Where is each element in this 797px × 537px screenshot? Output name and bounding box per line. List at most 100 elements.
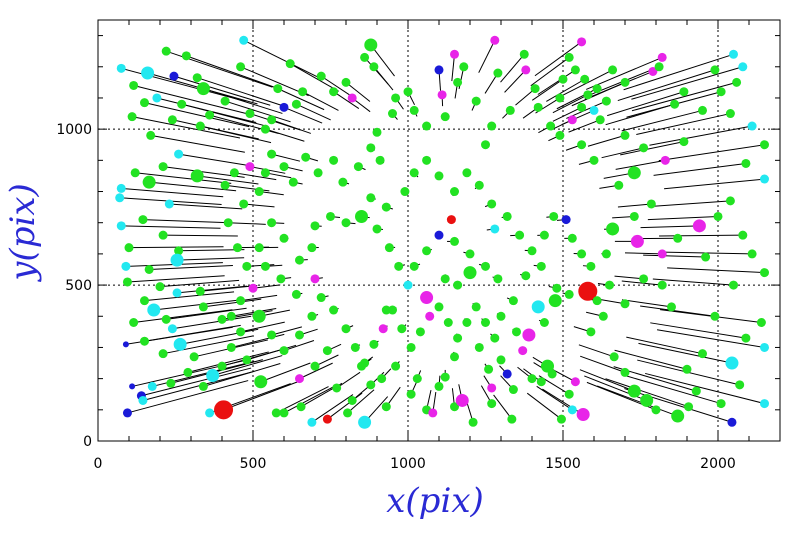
data-point	[310, 361, 320, 371]
data-point	[725, 356, 739, 370]
data-point	[601, 249, 611, 259]
data-point	[465, 249, 475, 259]
data-point	[384, 243, 394, 253]
data-point	[521, 65, 531, 75]
vector-line	[135, 172, 232, 184]
data-point	[161, 46, 171, 56]
data-point	[640, 393, 654, 407]
vector-line	[552, 94, 589, 114]
data-point	[152, 93, 162, 103]
data-point	[220, 180, 230, 190]
data-point	[533, 102, 543, 112]
data-point	[307, 243, 317, 253]
vector-line	[142, 219, 230, 224]
data-point	[217, 361, 227, 371]
data-point	[701, 252, 711, 262]
data-point	[648, 66, 658, 76]
vector-line	[586, 56, 663, 90]
data-point	[716, 399, 726, 409]
data-point	[167, 115, 177, 125]
data-point	[245, 162, 255, 172]
data-point	[130, 168, 140, 178]
data-point	[144, 264, 154, 274]
data-point	[177, 99, 187, 109]
data-point	[236, 62, 246, 72]
vector-line	[246, 344, 297, 361]
data-point	[450, 352, 459, 362]
vector-line	[302, 91, 339, 111]
vector-line	[163, 335, 253, 355]
vector-line	[271, 153, 301, 162]
data-point	[474, 342, 484, 352]
data-point	[481, 261, 490, 271]
data-point	[129, 80, 139, 90]
x-tick-label: 2000	[700, 456, 736, 472]
vector-line	[656, 329, 765, 348]
vector-line	[571, 81, 626, 107]
data-point	[129, 383, 136, 390]
data-point	[425, 311, 435, 321]
data-point	[173, 337, 187, 351]
data-point	[577, 102, 587, 112]
vector-line	[621, 299, 672, 308]
data-point	[428, 408, 438, 418]
x-axis-title: x(pix)	[386, 481, 484, 521]
data-point	[254, 243, 264, 253]
vector-line	[347, 389, 375, 414]
data-point	[198, 381, 208, 391]
data-point	[576, 407, 590, 421]
data-point	[487, 121, 497, 131]
data-point	[170, 253, 184, 267]
data-point	[121, 261, 131, 271]
data-point	[547, 369, 557, 379]
vector-line	[493, 394, 513, 420]
data-point	[577, 37, 587, 47]
data-point	[654, 62, 664, 72]
vector-line	[617, 69, 716, 102]
data-point	[490, 333, 500, 343]
data-point	[450, 49, 459, 59]
data-point	[620, 299, 630, 309]
data-point	[471, 96, 481, 106]
vector-line	[132, 116, 241, 139]
data-point	[129, 317, 139, 327]
data-point	[440, 112, 450, 122]
vector-line	[212, 355, 283, 376]
data-point	[710, 65, 720, 75]
data-point	[140, 336, 149, 346]
vector-line	[144, 102, 250, 128]
data-point	[522, 328, 536, 342]
data-point	[307, 311, 317, 321]
vector-line	[197, 175, 259, 185]
data-point	[558, 74, 568, 84]
data-point	[343, 408, 353, 418]
data-point	[459, 62, 469, 72]
data-point	[536, 261, 546, 271]
data-point	[279, 346, 289, 356]
data-point	[741, 158, 751, 168]
vector-line	[664, 178, 765, 190]
x-tick-label: 1500	[545, 456, 581, 472]
data-point	[484, 364, 494, 374]
data-point	[158, 162, 168, 172]
data-point	[507, 414, 517, 424]
vector-line	[617, 203, 652, 208]
data-point	[116, 221, 126, 231]
data-point	[167, 324, 177, 334]
data-point	[541, 359, 554, 373]
data-point	[205, 408, 215, 418]
vector-line	[651, 200, 731, 207]
data-point	[651, 405, 661, 415]
data-point	[350, 342, 360, 352]
data-point	[434, 302, 444, 312]
data-point	[291, 289, 301, 299]
data-point	[279, 233, 289, 243]
data-point	[295, 374, 304, 384]
vector-line	[296, 103, 331, 121]
data-point	[198, 302, 208, 312]
data-point	[381, 402, 391, 412]
vector-line	[534, 41, 582, 77]
vector-line	[187, 351, 269, 373]
vector-line	[579, 369, 635, 392]
vector-line	[659, 234, 743, 237]
